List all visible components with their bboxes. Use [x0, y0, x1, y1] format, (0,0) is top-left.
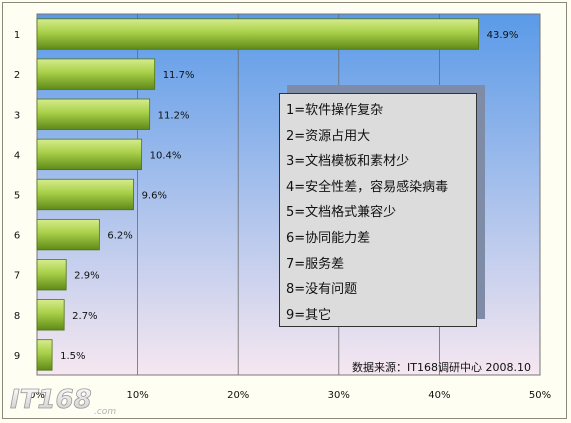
category-label: 6	[14, 231, 20, 242]
bar	[36, 218, 100, 251]
data-label: 2.7%	[72, 311, 97, 322]
bar	[36, 259, 67, 291]
x-tick-label: 30%	[328, 390, 350, 401]
x-tick-label: 40%	[428, 390, 450, 401]
data-label: 2.9%	[74, 271, 99, 282]
x-tick-labels: 0% 10% 20% 30% 40% 50%	[29, 390, 551, 401]
data-source-note: 数据来源：IT168调研中心 2008.10	[352, 361, 531, 374]
category-labels: 1 2 3 4 5 6 7 8 9	[14, 30, 20, 362]
legend-item: 9=其它	[286, 307, 332, 323]
category-label: 3	[14, 110, 20, 121]
bar	[36, 299, 65, 331]
category-label: 4	[14, 150, 20, 161]
x-tick-label: 20%	[227, 390, 249, 401]
legend-item: 4=安全性差，容易感染病毒	[286, 179, 449, 195]
x-tick-label: 0%	[29, 390, 45, 401]
it168-logo: IT168 .com	[10, 385, 117, 417]
x-tick-label: 50%	[529, 390, 551, 401]
x-tick-label: 10%	[126, 390, 148, 401]
category-label: 7	[14, 271, 20, 282]
legend: 1=软件操作复杂 2=资源占用大 3=文档模板和素材少 4=安全性差，容易感染病毒 5=…	[279, 93, 477, 327]
bar	[36, 18, 480, 50]
logo-suffix: .com	[94, 407, 116, 417]
bar	[36, 178, 134, 211]
data-label: 6.2%	[107, 231, 132, 242]
data-labels: 43.9% 11.7% 11.2% 10.4% 9.6% 6.2% 2.9% 2.7% 1.5%	[60, 30, 518, 362]
data-label: 11.7%	[163, 70, 195, 81]
category-label: 5	[14, 191, 20, 202]
legend-item: 6=协同能力差	[286, 230, 371, 246]
bar	[36, 138, 143, 171]
bar	[36, 58, 156, 90]
legend-item: 8=没有问题	[286, 282, 358, 298]
data-label: 11.2%	[158, 110, 190, 121]
category-label: 2	[14, 70, 20, 81]
data-label: 43.9%	[487, 30, 519, 41]
legend-item: 7=服务差	[286, 256, 345, 272]
data-label: 10.4%	[150, 150, 182, 161]
legend-item: 2=资源占用大	[286, 128, 371, 144]
legend-item: 1=软件操作复杂	[286, 103, 384, 118]
category-label: 8	[14, 311, 20, 322]
data-label: 1.5%	[60, 351, 85, 362]
data-label: 9.6%	[142, 191, 167, 202]
bars	[36, 18, 480, 371]
bar	[36, 339, 53, 371]
bar	[36, 98, 151, 130]
legend-item: 5=文档格式兼容少	[286, 205, 397, 221]
logo-text: IT168	[10, 385, 92, 415]
category-label: 1	[14, 30, 20, 41]
legend-item: 3=文档模板和素材少	[286, 154, 410, 170]
category-label: 9	[14, 351, 20, 362]
